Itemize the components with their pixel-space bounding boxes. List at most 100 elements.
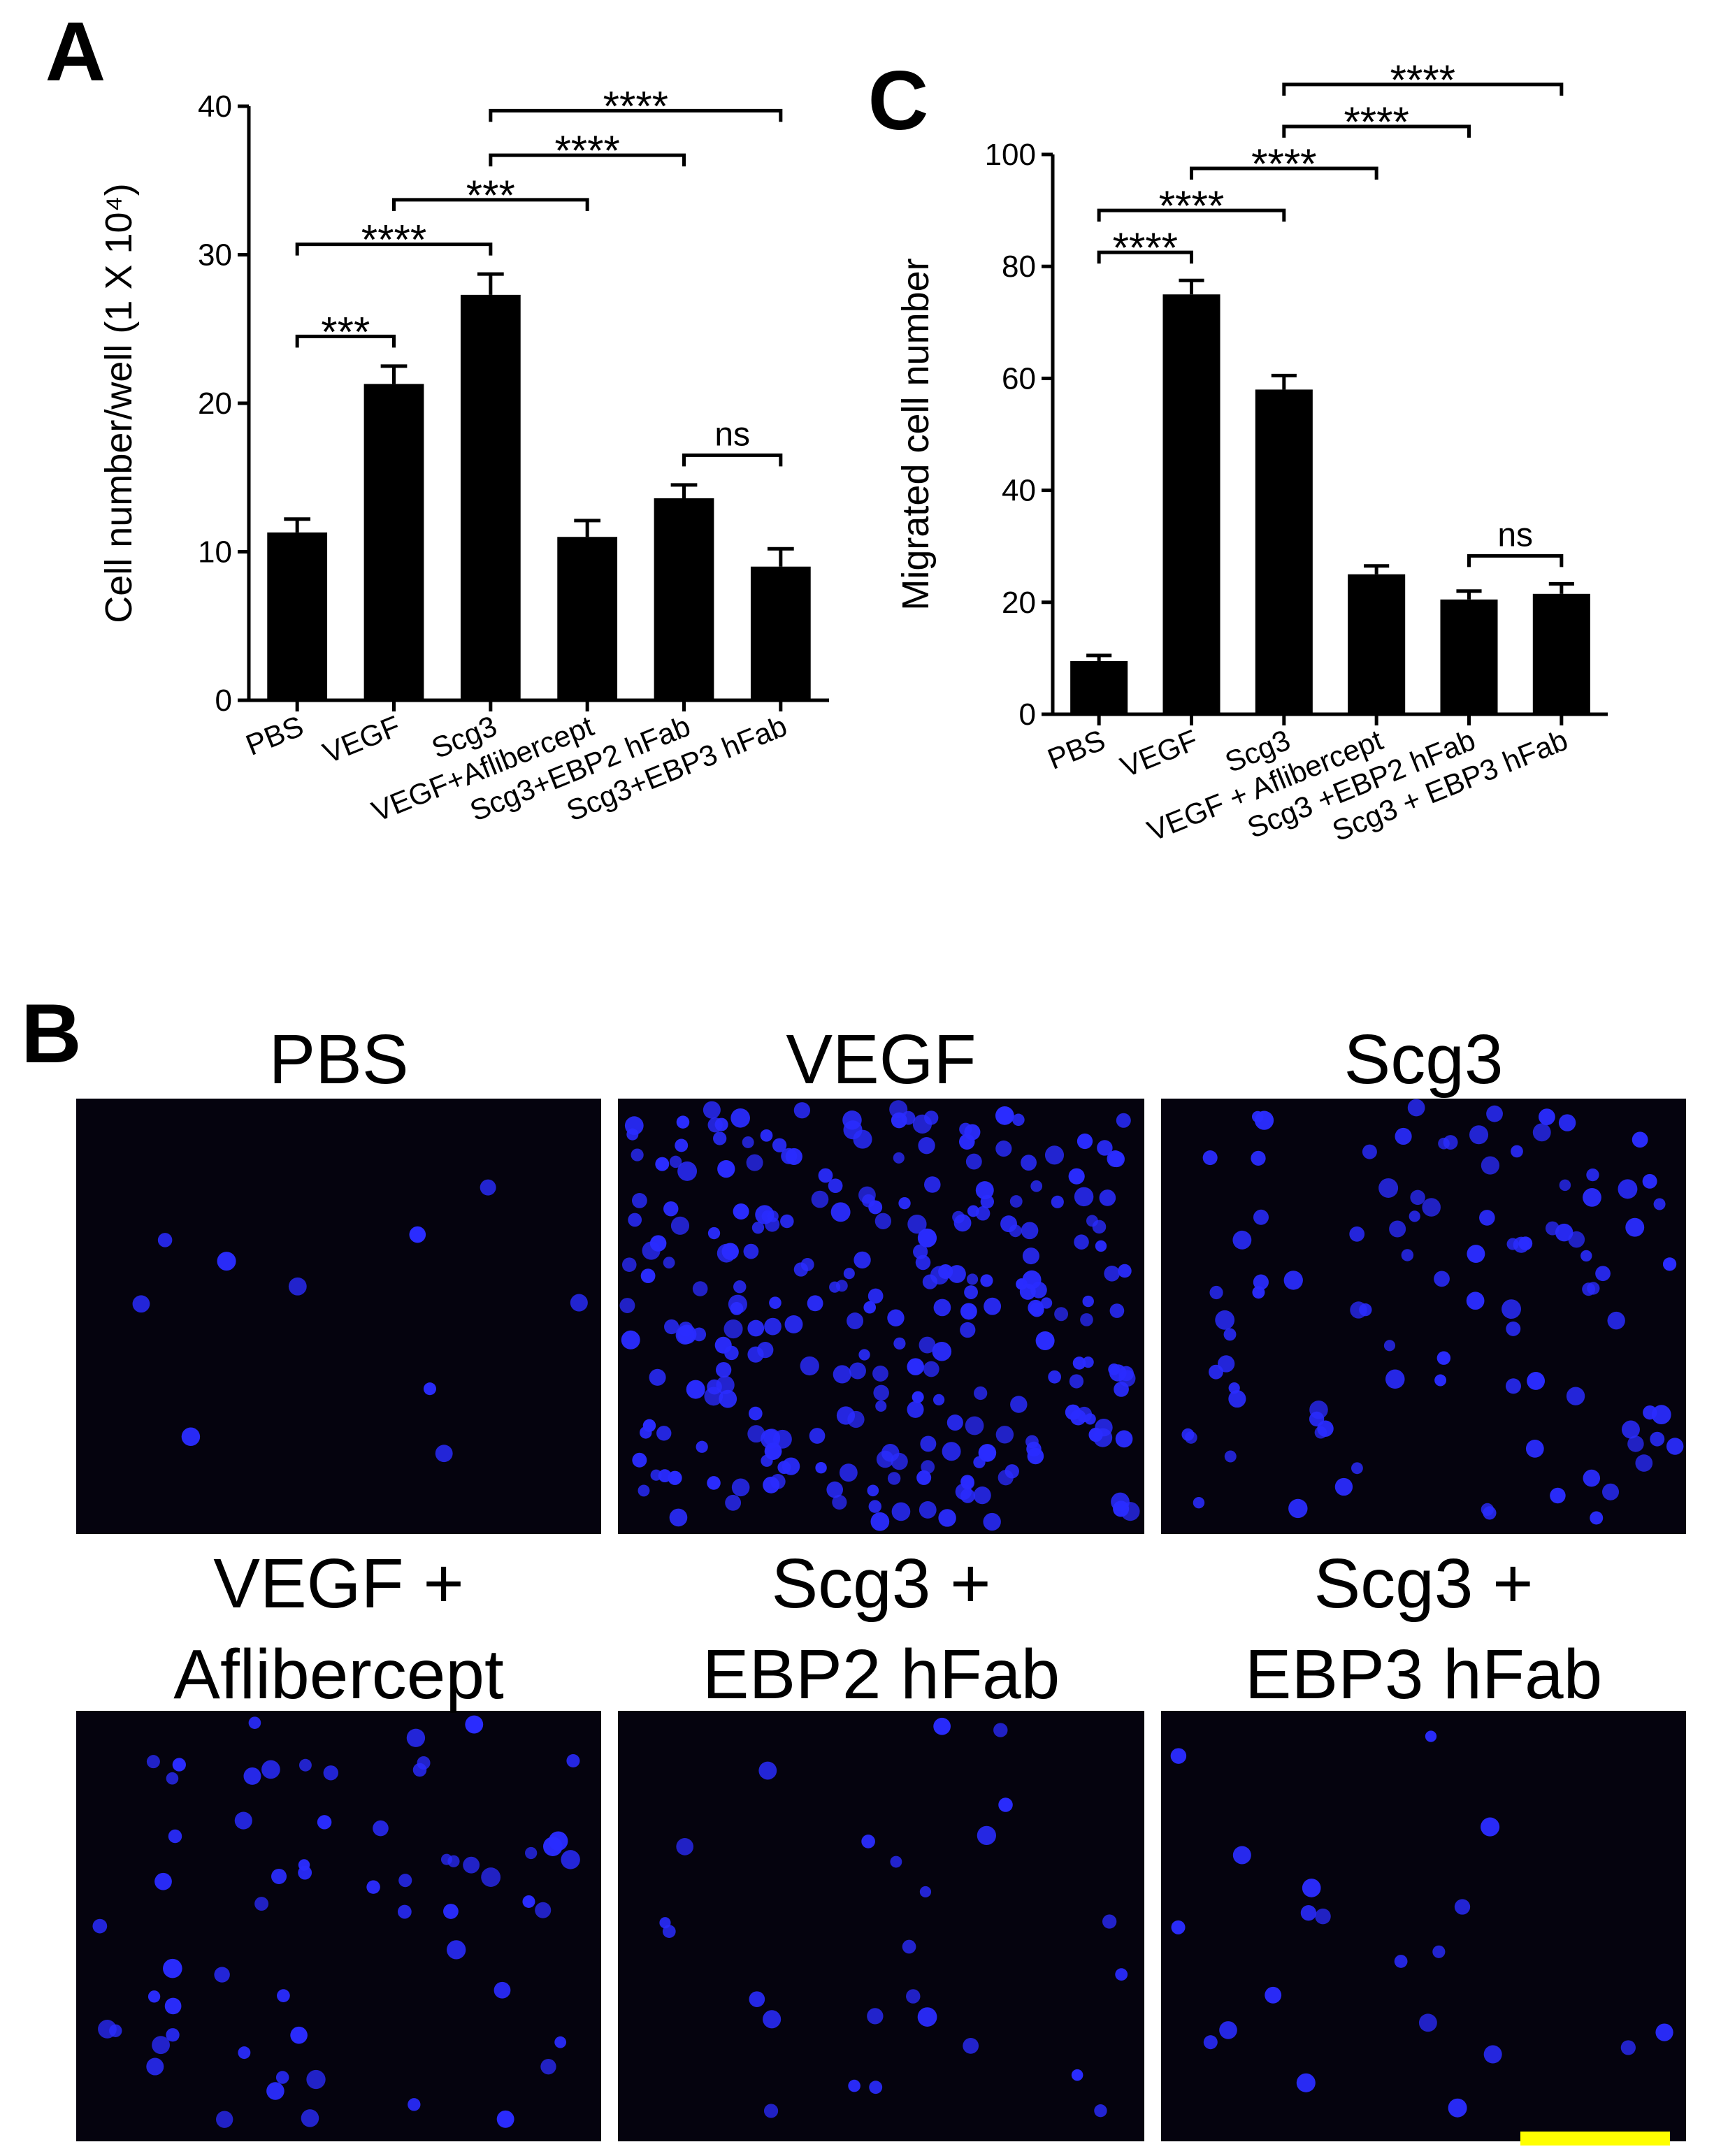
cell-nucleus [570,1294,588,1312]
cell-nucleus [1643,1405,1657,1420]
significance-label: *** [466,172,515,219]
micrograph-background [76,1099,601,1534]
cell-nucleus [1092,1220,1107,1234]
cell-nucleus [1513,1236,1529,1253]
cell-nucleus [995,1426,1014,1444]
cell-nucleus [1662,1257,1677,1271]
cell-nucleus [920,1435,937,1452]
cell-nucleus [847,1410,865,1428]
micrograph [1161,1711,1686,2141]
cell-nucleus [214,1967,230,1983]
cell-nucleus [1099,1189,1116,1206]
cell-nucleus [656,1426,672,1441]
significance-bracket [295,334,396,348]
cell-nucleus [868,1500,881,1513]
cell-nucleus [942,1442,961,1461]
cell-nucleus [1401,1249,1414,1261]
panel-label: A [45,5,106,99]
micrograph [76,1099,601,1534]
cell-nucleus [1080,1313,1093,1326]
cell-nucleus [675,1326,695,1345]
cell-nucleus [867,1484,879,1497]
cell-nucleus [915,1254,931,1271]
cell-nucleus [869,2081,883,2094]
cell-nucleus [760,1129,773,1142]
panel-label: C [868,54,929,147]
cell-nucleus [974,1386,988,1401]
bar [1162,294,1220,714]
cell-nucleus [669,1508,688,1527]
cell-nucleus [1035,1331,1055,1350]
cell-nucleus [1022,1247,1039,1265]
cell-nucleus [1000,1215,1018,1233]
significance-label: **** [554,127,619,174]
cell-nucleus [1082,1295,1094,1308]
cell-nucleus [686,1380,705,1399]
cell-nucleus [1217,1355,1235,1373]
cell-nucleus [1253,1274,1269,1290]
cell-nucleus [1650,1431,1665,1447]
cell-nucleus [397,1904,412,1919]
cell-nucleus [669,1155,682,1169]
cell-nucleus [747,1346,764,1363]
cell-nucleus [1315,1908,1331,1925]
cell-nucleus [1436,1351,1451,1365]
cell-nucleus [1539,1108,1555,1126]
cell-nucleus [975,1181,994,1200]
cell-nucleus [1466,1292,1485,1310]
cell-nucleus [1505,1378,1522,1394]
cell-nucleus [811,1190,829,1208]
cell-nucleus [1448,2098,1467,2118]
y-axis-label: Cell number/well (1 X 10⁴) [98,183,140,623]
micrograph [618,1711,1144,2141]
cell-nucleus [1232,1846,1251,1865]
cell-nucleus [1651,1405,1671,1425]
cell-nucleus [166,1772,179,1785]
cell-nucleus [763,2104,779,2118]
cell-nucleus [548,1831,568,1851]
micrograph [618,1099,1144,1534]
cell-nucleus [1410,1189,1425,1206]
cell-nucleus [298,1859,310,1871]
cell-nucleus [254,1897,269,1911]
y-tick-label: 0 [1019,697,1036,732]
cell-nucleus [1580,1250,1592,1262]
cell-nucleus [1072,1356,1086,1370]
cell-nucleus [166,2028,180,2042]
cell-nucleus [1434,1374,1447,1387]
cell-nucleus [323,1765,338,1781]
cell-nucleus [1171,1920,1186,1934]
bar [1440,599,1498,714]
cell-nucleus [409,1226,426,1243]
cell-nucleus [1094,2104,1107,2118]
cell-nucleus [152,2036,170,2055]
cell-nucleus [1469,1125,1489,1145]
cell-nucleus [730,1108,750,1128]
cell-nucleus [1422,1198,1441,1217]
panel-label: B [21,987,82,1080]
cell-nucleus [238,2046,251,2060]
cell-nucleus [853,1129,872,1149]
cell-nucleus [1532,1123,1551,1142]
cell-nucleus [1350,1301,1367,1319]
cell-nucleus [290,2026,308,2044]
cell-nucleus [918,1137,935,1155]
cell-nucleus [632,1452,647,1468]
significance-bracket [1097,208,1286,222]
cell-nucleus [463,1856,480,1874]
cell-nucleus [535,1902,552,1918]
cell-nucleus [907,1214,927,1234]
y-tick-label: 0 [215,683,232,718]
cell-nucleus [1076,1133,1093,1150]
cell-nucleus [723,1319,743,1339]
cell-nucleus [964,1285,978,1299]
cell-nucleus [946,1414,963,1431]
cell-nucleus [748,1406,763,1421]
cell-nucleus [960,1303,977,1320]
cell-nucleus [1203,2035,1218,2050]
cell-nucleus [566,1753,580,1768]
cell-nucleus [749,1991,765,2007]
cell-nucleus [1625,1217,1645,1237]
significance-label: **** [1390,57,1455,103]
